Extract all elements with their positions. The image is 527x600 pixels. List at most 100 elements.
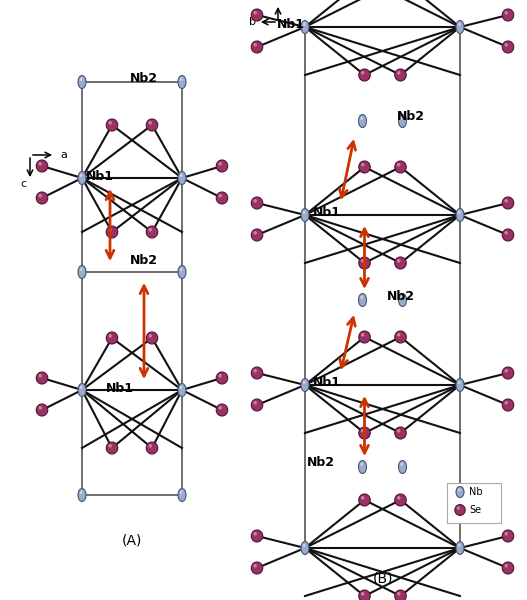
Ellipse shape [180,491,182,494]
Ellipse shape [106,226,118,238]
Ellipse shape [216,160,228,172]
Text: Nb: Nb [469,487,483,497]
Ellipse shape [502,530,514,542]
Ellipse shape [38,194,42,197]
Ellipse shape [502,9,514,21]
Ellipse shape [178,383,186,397]
Ellipse shape [398,293,406,307]
Ellipse shape [502,367,514,379]
Ellipse shape [78,172,86,185]
Ellipse shape [504,369,508,373]
Ellipse shape [303,544,306,547]
Ellipse shape [147,226,158,238]
Ellipse shape [395,257,406,269]
Ellipse shape [359,257,370,269]
Text: Nb1: Nb1 [86,169,114,182]
Ellipse shape [455,505,465,515]
Ellipse shape [109,121,112,125]
Ellipse shape [361,71,365,74]
Ellipse shape [106,332,118,344]
Ellipse shape [80,386,82,389]
Ellipse shape [251,41,263,53]
Ellipse shape [458,381,461,384]
Ellipse shape [360,117,363,120]
Text: a: a [60,150,67,160]
Ellipse shape [397,163,401,167]
Ellipse shape [401,117,403,120]
Ellipse shape [397,496,401,500]
Ellipse shape [251,367,263,379]
Ellipse shape [38,406,42,410]
Ellipse shape [504,564,508,568]
Ellipse shape [180,174,182,177]
Ellipse shape [458,211,461,214]
Text: b: b [249,17,256,27]
Ellipse shape [80,174,82,177]
Ellipse shape [109,444,112,448]
Ellipse shape [361,163,365,167]
Ellipse shape [398,461,406,473]
Ellipse shape [109,228,112,232]
Ellipse shape [458,488,461,491]
Ellipse shape [219,162,222,166]
Ellipse shape [178,76,186,88]
Ellipse shape [251,399,263,411]
Ellipse shape [253,231,257,235]
Ellipse shape [80,78,82,81]
Ellipse shape [180,268,182,271]
Ellipse shape [401,296,403,299]
Ellipse shape [38,374,42,377]
Ellipse shape [361,333,365,337]
Ellipse shape [359,69,370,81]
Ellipse shape [301,541,309,554]
Ellipse shape [361,429,365,433]
Text: c: c [20,179,26,189]
Ellipse shape [360,463,363,466]
Ellipse shape [456,208,464,221]
Ellipse shape [359,331,370,343]
Ellipse shape [78,383,86,397]
Ellipse shape [395,590,406,600]
Ellipse shape [303,23,306,26]
Ellipse shape [251,9,263,21]
Ellipse shape [78,488,86,502]
Ellipse shape [397,429,401,433]
Ellipse shape [502,399,514,411]
Ellipse shape [456,379,464,391]
Text: Nb1: Nb1 [106,382,134,395]
Ellipse shape [253,199,257,203]
Text: Nb2: Nb2 [307,457,335,469]
Ellipse shape [147,332,158,344]
Ellipse shape [80,491,82,494]
Ellipse shape [219,194,222,197]
Ellipse shape [109,334,112,338]
FancyBboxPatch shape [447,483,501,523]
Ellipse shape [253,564,257,568]
Ellipse shape [36,404,48,416]
Ellipse shape [361,592,365,596]
Text: (B): (B) [372,571,393,585]
Ellipse shape [253,11,257,14]
Text: Nb1: Nb1 [313,206,341,220]
Ellipse shape [36,192,48,204]
Ellipse shape [360,296,363,299]
Ellipse shape [106,119,118,131]
Ellipse shape [395,161,406,173]
Ellipse shape [359,590,370,600]
Ellipse shape [504,401,508,404]
Ellipse shape [456,20,464,34]
Ellipse shape [36,372,48,384]
Ellipse shape [504,199,508,203]
Ellipse shape [303,211,306,214]
Ellipse shape [253,532,257,536]
Text: Nb2: Nb2 [396,110,425,124]
Ellipse shape [504,532,508,536]
Ellipse shape [149,228,152,232]
Ellipse shape [303,381,306,384]
Ellipse shape [106,442,118,454]
Ellipse shape [359,427,370,439]
Ellipse shape [502,197,514,209]
Ellipse shape [456,541,464,554]
Ellipse shape [36,160,48,172]
Ellipse shape [178,488,186,502]
